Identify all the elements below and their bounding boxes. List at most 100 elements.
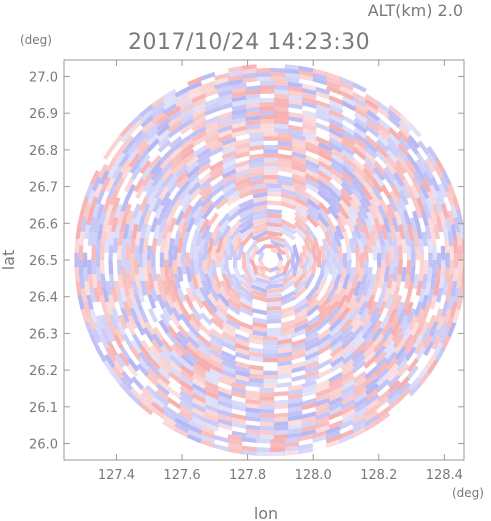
radar-cell [409,238,416,254]
radar-cell [263,153,279,158]
radar-cell [245,98,261,104]
radar-cell [169,355,184,369]
x-tick-label: 128.2 [360,468,397,483]
radar-cell [249,259,259,276]
radar-cell [337,300,350,316]
radar-cell [288,116,304,123]
radar-cell [354,260,361,275]
radar-cell [306,314,321,327]
radar-cell [364,145,378,159]
radar-cell [205,299,218,313]
radar-cell [158,319,170,335]
radar-cell [387,380,401,394]
radar-cell [382,217,392,233]
radar-cell [431,335,442,350]
radar-cell [266,327,282,333]
radar-cell [168,366,183,379]
radar-cell [161,197,173,213]
radar-cell [351,181,364,195]
radar-cell [140,166,153,181]
radar-cell [398,387,412,401]
radar-cell [366,267,373,283]
radar-cell [255,438,271,444]
radar-cell [163,259,170,275]
radar-cell [397,124,411,139]
radar-cell [423,260,429,275]
radar-cell [266,191,282,197]
radar-cell [308,252,313,269]
radar-cell [239,221,254,235]
radar-cell [121,134,134,149]
radar-cell [430,176,441,192]
radar-cell [337,204,350,220]
radar-cell [325,434,341,444]
radar-cell [231,82,247,90]
radar-cell [352,157,366,171]
radar-cell [280,295,297,306]
radar-cell [217,404,233,413]
radar-cell [138,237,145,253]
radar-cell [99,210,107,226]
radar-cell [363,151,378,165]
y-tick-label: 26.9 [29,107,58,122]
radar-cell [301,118,317,127]
radar-cell [329,334,344,348]
radar-cell [215,252,220,268]
radar-cell [353,107,369,119]
radar-cell [231,99,247,107]
radar-cell [434,308,443,324]
radar-cell [238,189,254,199]
radar-cell [376,406,391,419]
radar-cell [252,191,268,199]
radar-cell [281,223,297,235]
radar-cell [252,326,268,333]
radar-cell [304,326,320,338]
radar-cell [292,243,301,261]
radar-cell [177,325,190,339]
radar-cell [387,392,401,406]
radar-cell [328,396,344,407]
radar-cell [400,321,411,336]
radar-cell [328,113,344,124]
radar-cell [281,201,297,210]
radar-cell [190,273,199,290]
radar-cell [315,411,331,421]
radar-cell [266,208,283,215]
radar-cell [291,374,307,382]
radar-cell [147,356,161,371]
radar-cell [255,234,271,243]
radar-cell [140,203,151,219]
radar-cell [226,303,241,316]
radar-cell [339,81,355,91]
radar-cell [415,245,420,261]
radar-cell [385,149,399,163]
radar-cell [187,424,202,435]
radar-cell [136,363,150,377]
radar-cell [284,77,300,83]
radar-cell [126,363,139,378]
radar-cell [191,412,206,422]
radar-cell [352,336,366,351]
radar-cell [129,387,143,401]
radar-cell [117,273,124,289]
radar-cell [301,260,309,276]
radar-cell [316,317,331,331]
radar-cell [304,164,320,174]
radar-cell [360,313,372,328]
radar-cell [363,245,369,261]
radar-cell [275,264,287,276]
radar-cell [406,245,412,261]
radar-cell [325,76,341,86]
radar-cell [405,346,417,361]
radar-cell [315,122,331,132]
radar-cell [234,378,250,387]
radar-cell [200,85,216,95]
radar-cell [256,76,271,82]
radar-cell [400,184,411,200]
radar-cell [328,118,344,129]
radar-cell [415,224,423,240]
radar-cell [449,245,455,261]
radar-cell [248,179,264,187]
radar-cell [409,267,416,282]
radar-cell [221,336,237,347]
